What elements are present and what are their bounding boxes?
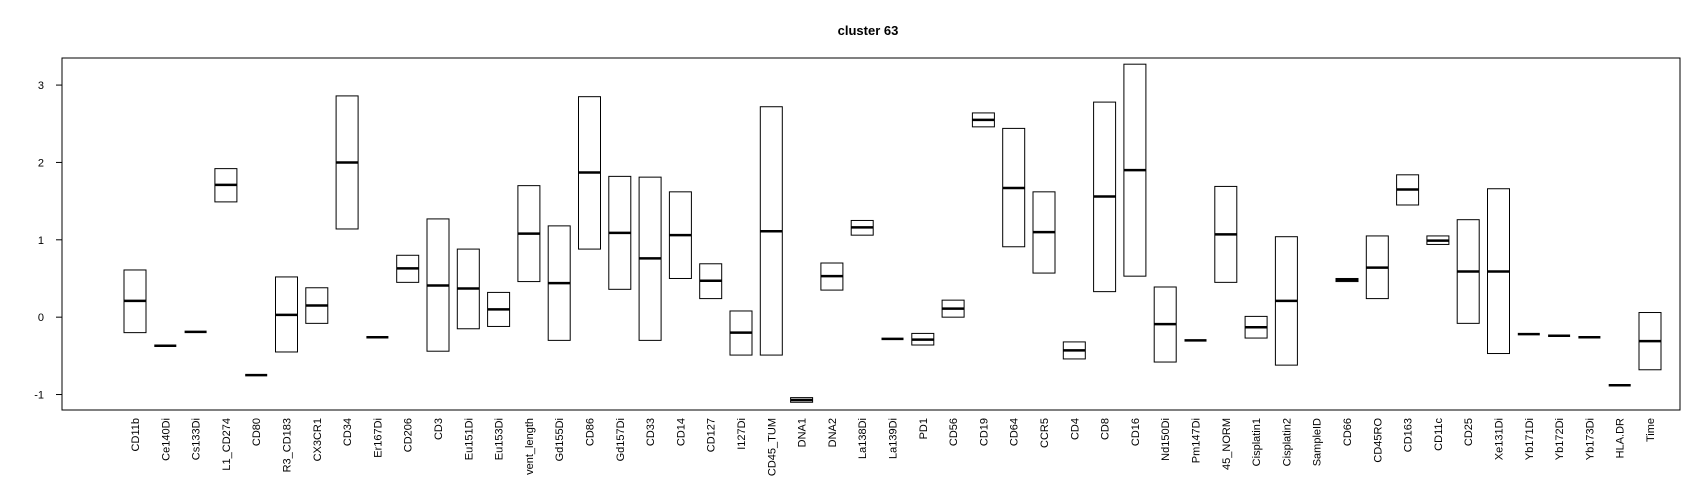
- x-tick-label: vent_length: [524, 418, 536, 475]
- x-tick-label: CD11b: [130, 418, 142, 451]
- x-tick-label: Nd150Di: [1160, 418, 1172, 461]
- x-tick-label: Pm147Di: [1191, 418, 1203, 463]
- y-tick-label: 1: [38, 235, 44, 247]
- x-tick-label: Yb171Di: [1524, 418, 1536, 460]
- x-tick-label: 45_NORM: [1221, 418, 1233, 470]
- y-tick-label: 3: [38, 80, 44, 92]
- x-tick-label: CD16: [1130, 418, 1142, 446]
- x-tick-label: CD127: [706, 418, 718, 452]
- x-tick-label: L1_CD274: [221, 418, 233, 471]
- x-tick-label: CX3CR1: [312, 418, 324, 461]
- x-tick-label: CD14: [675, 418, 687, 446]
- x-tick-label: Er167Di: [372, 418, 384, 458]
- x-tick-label: La138Di: [857, 418, 869, 459]
- x-tick-label: CCR5: [1039, 418, 1051, 448]
- x-tick-label: CD4: [1069, 418, 1081, 440]
- x-tick-label: CD19: [978, 418, 990, 446]
- plot-frame: [61, 57, 1681, 411]
- x-tick-label: La139Di: [888, 418, 900, 459]
- x-axis-labels: CD11b Ce140Di Cs133Di L1_CD274 CD80 R3_CD183 C…: [130, 418, 1657, 477]
- x-tick-label: CD25: [1463, 418, 1475, 446]
- x-tick-label: CD206: [403, 418, 415, 452]
- y-axis: -1 0 1 2 3: [34, 80, 62, 402]
- x-tick-label: DNA2: [827, 418, 839, 447]
- x-tick-label: I127Di: [736, 418, 748, 450]
- x-tick-label: Eu153Di: [494, 418, 506, 460]
- x-tick-label: Cisplatin2: [1281, 418, 1293, 466]
- x-tick-label: CD45RO: [1372, 418, 1384, 463]
- x-tick-label: Cisplatin1: [1251, 418, 1263, 466]
- boxes-group: [123, 63, 1662, 403]
- x-tick-label: R3_CD183: [282, 418, 294, 472]
- x-tick-label: Time: [1645, 418, 1657, 442]
- x-tick-label: CD11c: [1433, 418, 1445, 451]
- x-tick-label: Xe131Di: [1494, 418, 1506, 460]
- x-tick-label: Gd155Di: [554, 418, 566, 461]
- x-tick-label: CD56: [948, 418, 960, 446]
- y-tick-label: -1: [34, 390, 44, 402]
- x-tick-label: CD8: [1100, 418, 1112, 440]
- x-tick-label: CD64: [1009, 418, 1021, 446]
- y-tick-label: 0: [38, 312, 44, 324]
- x-tick-label: CD86: [585, 418, 597, 446]
- x-tick-label: DNA1: [797, 418, 809, 447]
- x-tick-label: CD66: [1342, 418, 1354, 446]
- chart-title: cluster 63: [838, 23, 899, 38]
- x-tick-label: HLA.DR: [1615, 418, 1627, 458]
- x-tick-label: CD80: [251, 418, 263, 446]
- x-tick-label: PD1: [918, 418, 930, 439]
- x-tick-label: Cs133Di: [191, 418, 203, 460]
- x-tick-label: Gd157Di: [615, 418, 627, 461]
- y-tick-label: 2: [38, 157, 44, 169]
- x-tick-label: Eu151Di: [463, 418, 475, 460]
- x-tick-label: CD34: [342, 418, 354, 446]
- x-tick-label: Yb172Di: [1554, 418, 1566, 460]
- x-tick-label: CD163: [1403, 418, 1415, 452]
- x-tick-label: CD33: [645, 418, 657, 446]
- x-tick-label: CD45_TUM: [766, 418, 778, 476]
- x-tick-label: CD3: [433, 418, 445, 440]
- x-tick-label: Ce140Di: [160, 418, 172, 461]
- x-tick-label: Yb173Di: [1584, 418, 1596, 460]
- x-tick-label: SampleID: [1312, 418, 1324, 466]
